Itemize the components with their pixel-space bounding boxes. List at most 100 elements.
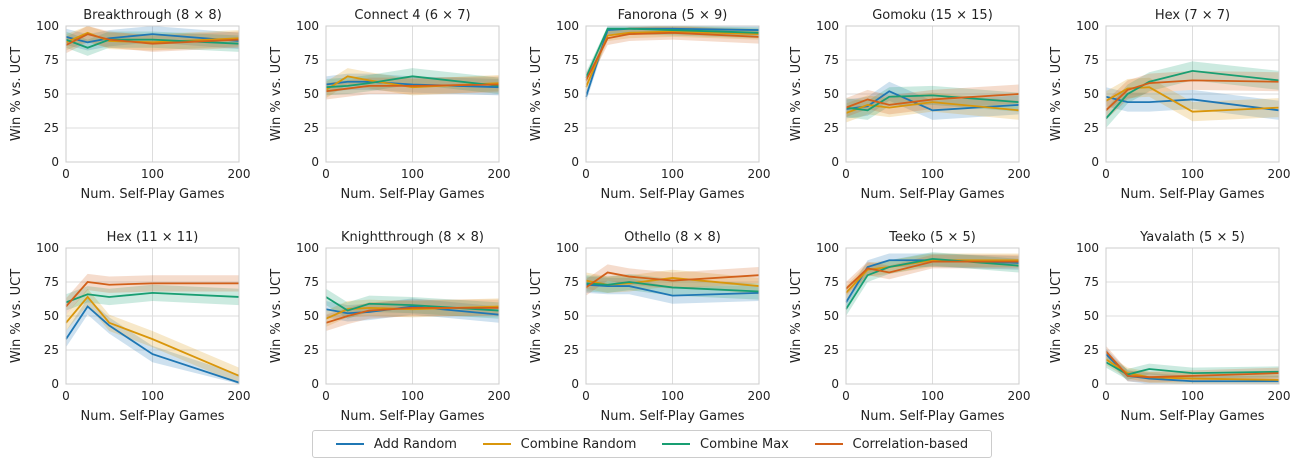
x-axis-label: Num. Self-Play Games xyxy=(860,187,1004,202)
legend-swatch-combine-max xyxy=(662,443,691,445)
y-tick-label: 0 xyxy=(571,377,579,391)
confidence-band-combine-max xyxy=(66,284,239,311)
panel-title: Hex (7 × 7) xyxy=(1155,8,1230,23)
series-line-correlation-based xyxy=(585,271,760,289)
confidence-band-combine-random xyxy=(846,92,1019,123)
confidence-band-combine-random xyxy=(66,288,239,384)
confidence-band-combine-random xyxy=(66,26,239,51)
y-tick-label: 50 xyxy=(304,87,319,101)
confidence-band-correlation-based xyxy=(586,26,759,88)
y-tick-label: 25 xyxy=(44,121,59,135)
series-line-combine-random xyxy=(585,277,760,287)
y-axis-label: Win % vs. UCT xyxy=(269,47,284,141)
series-line-correlation-based xyxy=(65,281,239,308)
x-tick-label: 200 xyxy=(1008,167,1031,181)
y-tick-label: 0 xyxy=(1091,377,1099,391)
x-axis-label: Num. Self-Play Games xyxy=(80,187,224,202)
panel-title: Othello (8 × 8) xyxy=(624,230,721,245)
panel-hex-11-11-: 0 25 50 75 100 0 100 200 Num. Self-Play Games Win… xyxy=(9,230,250,424)
y-axis-label: Win % vs. UCT xyxy=(9,47,24,141)
panel-fanorona-5-9-: 0 25 50 75 100 0 100 200 Num. Self-Play Games Win… xyxy=(529,8,770,202)
x-tick-label: 100 xyxy=(401,167,424,181)
x-tick-label: 0 xyxy=(582,167,590,181)
panel-knightthrough-8-8-: 0 25 50 75 100 0 100 200 Num. Self-Play Games Win… xyxy=(269,230,510,424)
y-axis-label: Win % vs. UCT xyxy=(269,269,284,363)
y-tick-label: 0 xyxy=(831,155,839,169)
series-line-add-random xyxy=(65,305,240,384)
y-tick-label: 75 xyxy=(304,275,319,289)
x-axis-label: Num. Self-Play Games xyxy=(860,409,1004,424)
x-tick-label: 0 xyxy=(322,389,330,403)
panel-title: Knightthrough (8 × 8) xyxy=(341,230,484,245)
x-tick-label: 200 xyxy=(228,389,251,403)
y-tick-label: 0 xyxy=(831,377,839,391)
confidence-band-add-random xyxy=(66,298,239,384)
plot-frame xyxy=(325,25,500,163)
panel-breakthrough-8-8-: 0 25 50 75 100 0 100 200 Num. Self-Play Games Win… xyxy=(9,8,250,202)
panel-title: Yavalath (5 × 5) xyxy=(1139,230,1245,245)
plot-frame xyxy=(1105,25,1280,163)
confidence-band-correlation-based xyxy=(1106,345,1279,383)
y-tick-label: 75 xyxy=(824,275,839,289)
panel-title: Fanorona (5 × 9) xyxy=(618,8,728,23)
x-tick-label: 100 xyxy=(141,389,164,403)
small-multiples-figure: 0 25 50 75 100 0 100 200 Num. Self-Play Games Win… xyxy=(9,8,1291,424)
y-tick-label: 25 xyxy=(44,343,59,357)
x-axis-label: Num. Self-Play Games xyxy=(1120,409,1264,424)
legend-label: Combine Random xyxy=(520,436,637,452)
y-tick-label: 0 xyxy=(311,377,319,391)
y-axis-label: Win % vs. UCT xyxy=(1049,269,1064,363)
legend-item-combine-random: Combine Random xyxy=(482,436,637,452)
y-tick-label: 75 xyxy=(1084,53,1099,67)
x-tick-label: 100 xyxy=(1181,167,1204,181)
panel-title: Breakthrough (8 × 8) xyxy=(83,8,222,23)
series-line-correlation-based xyxy=(585,31,760,81)
x-tick-label: 200 xyxy=(1268,167,1291,181)
series-line-correlation-based xyxy=(1105,79,1280,111)
x-tick-label: 100 xyxy=(141,167,164,181)
y-tick-label: 100 xyxy=(816,19,839,33)
y-tick-label: 25 xyxy=(1084,121,1099,135)
series-line-combine-max xyxy=(325,296,500,312)
x-tick-label: 0 xyxy=(322,167,330,181)
x-tick-label: 200 xyxy=(1008,389,1031,403)
x-axis-label: Num. Self-Play Games xyxy=(600,187,744,202)
y-tick-label: 75 xyxy=(564,53,579,67)
legend-label: Add Random xyxy=(373,436,457,452)
x-axis-label: Num. Self-Play Games xyxy=(1120,187,1264,202)
panel-gomoku-15-15-: 0 25 50 75 100 0 100 200 Num. Self-Play Games Win… xyxy=(789,8,1030,202)
plot-frame xyxy=(325,247,500,385)
y-tick-label: 0 xyxy=(51,155,59,169)
legend: Add Random Combine Random Combine Max Co… xyxy=(312,430,992,458)
confidence-band-combine-max xyxy=(846,252,1019,316)
legend-item-correlation-based: Correlation-based xyxy=(814,437,968,452)
y-tick-label: 50 xyxy=(564,309,579,323)
confidence-band-add-random xyxy=(1106,87,1279,120)
y-tick-label: 100 xyxy=(1076,19,1099,33)
legend-swatch-correlation-based xyxy=(814,443,843,445)
plot-frame xyxy=(585,247,760,385)
y-tick-label: 25 xyxy=(824,343,839,357)
y-tick-label: 0 xyxy=(1091,155,1099,169)
y-tick-label: 100 xyxy=(296,19,319,33)
y-tick-label: 100 xyxy=(556,19,579,33)
series-line-combine-max xyxy=(325,75,500,89)
y-axis-label: Win % vs. UCT xyxy=(789,47,804,141)
panel-title: Hex (11 × 11) xyxy=(107,230,199,245)
confidence-band-add-random xyxy=(66,26,239,51)
series-line-add-random xyxy=(65,33,240,44)
x-tick-label: 100 xyxy=(921,167,944,181)
panel-title: Teeko (5 × 5) xyxy=(888,230,976,245)
series-line-correlation-based xyxy=(845,260,1019,290)
y-tick-label: 50 xyxy=(824,309,839,323)
series-line-combine-random xyxy=(65,295,240,377)
x-tick-label: 0 xyxy=(1102,389,1110,403)
x-tick-label: 0 xyxy=(62,389,70,403)
y-tick-label: 100 xyxy=(36,19,59,33)
x-axis-label: Num. Self-Play Games xyxy=(600,409,744,424)
legend-item-add-random: Add Random xyxy=(335,436,457,452)
x-tick-label: 0 xyxy=(842,389,850,403)
y-tick-label: 100 xyxy=(36,241,59,255)
plot-frame xyxy=(585,25,760,163)
series-line-correlation-based xyxy=(65,33,240,46)
